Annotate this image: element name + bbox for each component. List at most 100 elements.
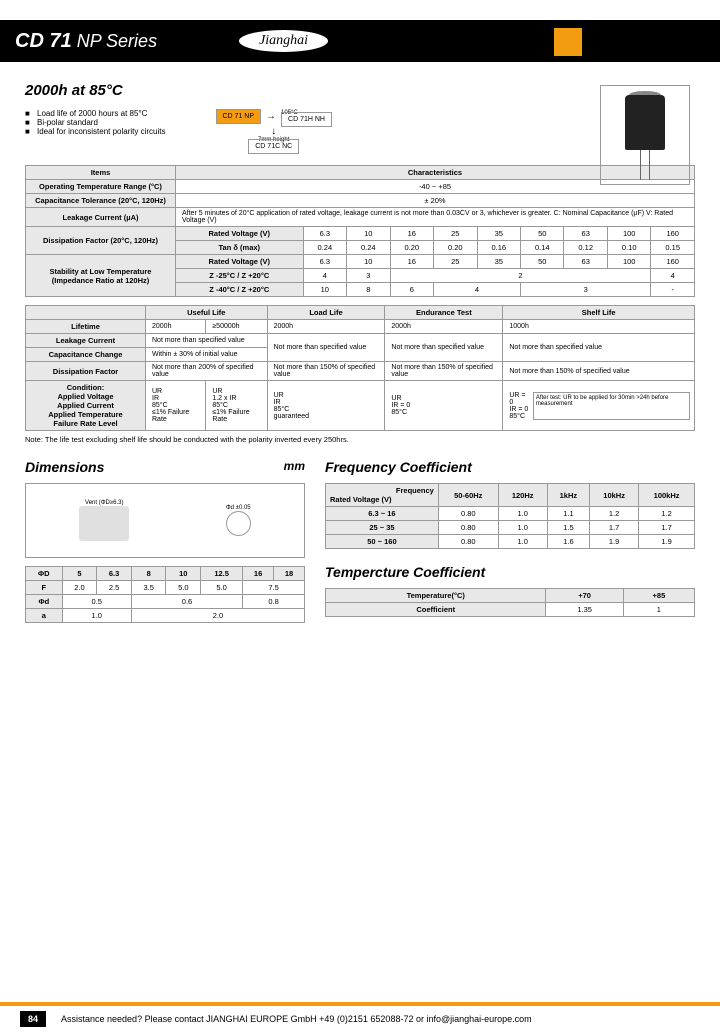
note-box: After test: UR to be applied for 30min >… xyxy=(533,392,690,420)
table-label: Capacitance Tolerance (20°C, 120Hz) xyxy=(26,194,176,208)
footer-text: Assistance needed? Please contact JIANGH… xyxy=(61,1014,532,1024)
color-box-black xyxy=(682,28,710,56)
feature-item: Load life of 2000 hours at 85°C xyxy=(25,109,166,118)
color-box-black xyxy=(650,28,678,56)
table-cell: URIR85°C≤1% Failure Rate xyxy=(146,381,206,431)
table-subheader: Rated Voltage (V) xyxy=(176,255,304,269)
table-cell: 0.10 xyxy=(607,241,650,255)
table-cell: 25 xyxy=(434,227,477,241)
table-cell: 0.20 xyxy=(434,241,477,255)
table-cell: 50 xyxy=(521,227,564,241)
table-cell: 3 xyxy=(347,269,390,283)
table-header: Useful Life xyxy=(146,306,268,320)
feature-item: Ideal for inconsistent polarity circuits xyxy=(25,127,166,136)
section-title: Dimensions mm xyxy=(25,459,305,475)
color-indicator xyxy=(554,28,710,56)
table-cell: 160 xyxy=(651,227,695,241)
table-cell: 3 xyxy=(521,283,651,297)
dim-title: Dimensions xyxy=(25,459,104,475)
table-cell: 35 xyxy=(477,227,520,241)
table-header xyxy=(26,306,146,320)
table-cell: - xyxy=(651,283,695,297)
table-label: Stability at Low Temperature (Impedance … xyxy=(26,255,176,297)
table-cell: Not more than 150% of specified value xyxy=(385,362,503,381)
table-cell: 0.16 xyxy=(477,241,520,255)
arrow-icon: → xyxy=(266,111,276,122)
page-footer: 84 Assistance needed? Please contact JIA… xyxy=(0,1002,720,1032)
table-cell: 63 xyxy=(564,255,607,269)
header-title: CD 71 NP Series xyxy=(15,30,157,53)
cond-label: Applied Current xyxy=(30,401,141,410)
table-label: Lifetime xyxy=(26,320,146,334)
cond-label: Condition: xyxy=(30,383,141,392)
table-cell: 2 xyxy=(390,269,651,283)
table-cell: 16 xyxy=(390,255,433,269)
table-subheader: Tan δ (max) xyxy=(176,241,304,255)
cond-label: Applied Voltage xyxy=(30,392,141,401)
dim-unit: mm xyxy=(284,459,305,473)
table-cell: 25 xyxy=(434,255,477,269)
characteristics-table: ItemsCharacteristics Operating Temperatu… xyxy=(25,165,695,297)
table-cell: 4 xyxy=(651,269,695,283)
diagram-box: CD 71C NC xyxy=(248,139,299,154)
table-cell: Not more than 150% of specified value xyxy=(267,362,385,381)
table-cell: 2000h xyxy=(267,320,385,334)
brand-logo: Jianghai xyxy=(237,28,330,54)
table-cell: 1000h xyxy=(503,320,695,334)
table-cell: After 5 minutes of 20°C application of r… xyxy=(176,208,695,227)
table-header: Items xyxy=(26,166,176,180)
table-label: Capacitance Change xyxy=(26,348,146,362)
subtitle: 2000h at 85°C xyxy=(25,82,695,99)
frequency-table: Frequency Rated Voltage (V) 50-60Hz120Hz… xyxy=(325,483,695,549)
table-cell: Not more than specified value xyxy=(503,334,695,362)
table-cell: 0.24 xyxy=(347,241,390,255)
table-cell: URIR = 085°C xyxy=(385,381,503,431)
table-label: Dissipation Factor xyxy=(26,362,146,381)
features-list: Load life of 2000 hours at 85°C Bi-polar… xyxy=(25,109,166,150)
table-header: Load Life xyxy=(267,306,385,320)
product-image xyxy=(600,85,690,185)
table-cell: 0.24 xyxy=(303,241,346,255)
table-cell: Not more than specified value xyxy=(267,334,385,362)
dimension-drawing: Vent (ΦD≥6.3) Φd ±0.05 xyxy=(25,483,305,558)
table-cell: 6.3 xyxy=(303,255,346,269)
table-cell: 6 xyxy=(390,283,433,297)
table-cell: 2000h xyxy=(146,320,206,334)
table-cell: 2000h xyxy=(385,320,503,334)
table-cell: 10 xyxy=(347,227,390,241)
table-cell: UR = 0IR = 085°C After test: UR to be ap… xyxy=(503,381,695,431)
table-cell: 50 xyxy=(521,255,564,269)
table-cell: 35 xyxy=(477,255,520,269)
title-number: 71 xyxy=(49,30,71,52)
page-number: 84 xyxy=(20,1011,46,1027)
table-cell: 8 xyxy=(347,283,390,297)
table-header: Shelf Life xyxy=(503,306,695,320)
table-cell: UR1.2 x IR85°C≤1% Failure Rate xyxy=(206,381,267,431)
table-header: ΦD xyxy=(26,567,63,581)
table-cell: 0.12 xyxy=(564,241,607,255)
table-cell: 6.3 xyxy=(303,227,346,241)
dimensions-table: ΦD56.381012.51618 F2.02.53.55.05.07.5 Φd… xyxy=(25,566,305,623)
table-cell: Not more than 150% of specified value xyxy=(503,362,695,381)
title-prefix: CD xyxy=(15,30,49,52)
page-header: CD 71 NP Series Jianghai xyxy=(0,20,720,62)
table-cell: Not more than 200% of specified value xyxy=(146,362,268,381)
table-cell: ± 20% xyxy=(176,194,695,208)
table-cell: URIR85°Cguaranteed xyxy=(267,381,385,431)
table-subheader: Z -40°C / Z +20°C xyxy=(176,283,304,297)
table-label: Operating Temperature Range (°C) xyxy=(26,180,176,194)
cond-label: Applied Temperature xyxy=(30,410,141,419)
product-diagram: CD 71 NP → 105°C CD 71H NH ↓ 7mm height … xyxy=(216,109,332,150)
life-table: Useful Life Load Life Endurance Test She… xyxy=(25,305,695,431)
title-suffix: NP Series xyxy=(72,31,157,51)
table-cell: Not more than specified value xyxy=(146,334,268,348)
table-subheader: Rated Voltage (V) xyxy=(176,227,304,241)
table-cell: Not more than specified value xyxy=(385,334,503,362)
diagram-box: CD 71H NH xyxy=(281,112,332,127)
table-cell: ≥50000h xyxy=(206,320,267,334)
table-label: Dissipation Factor (20°C, 120Hz) xyxy=(26,227,176,255)
table-cell: 100 xyxy=(607,255,650,269)
table-cell: 100 xyxy=(607,227,650,241)
table-cell: 4 xyxy=(303,269,346,283)
arrow-icon: ↓ xyxy=(216,126,332,137)
